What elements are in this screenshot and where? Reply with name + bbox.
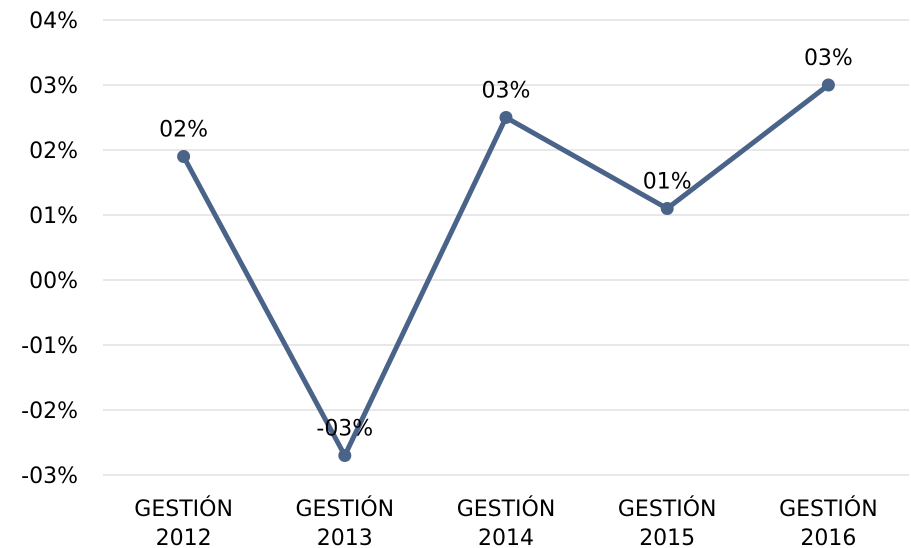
data-label: 01% <box>643 170 692 195</box>
x-tick-label: GESTIÓN 2013 <box>295 496 394 548</box>
x-tick-label: GESTIÓN 2016 <box>779 496 878 548</box>
y-tick-label: -02% <box>21 399 78 424</box>
series-line <box>177 78 835 462</box>
x-tick-label-line: 2016 <box>800 526 856 548</box>
series-line-path <box>181 82 831 458</box>
data-label: -03% <box>316 417 373 442</box>
data-point <box>177 150 191 163</box>
y-tick-label: 01% <box>29 204 78 229</box>
x-tick-label-line: 2014 <box>478 526 534 548</box>
x-tick-label-line: GESTIÓN <box>295 496 394 522</box>
y-tick-label: 00% <box>29 269 78 294</box>
x-tick-label: GESTIÓN 2015 <box>618 496 717 548</box>
data-labels: 02% -03% 03% 01% 03% <box>159 46 853 442</box>
x-tick-label-line: 2015 <box>639 526 695 548</box>
x-tick-label: GESTIÓN 2012 <box>134 496 233 548</box>
y-tick-label: 03% <box>29 74 78 99</box>
x-tick-label-line: GESTIÓN <box>457 496 556 522</box>
y-tick-label: -01% <box>21 334 78 359</box>
x-tick-label-line: 2013 <box>317 526 373 548</box>
x-tick-label: GESTIÓN 2014 <box>457 496 556 548</box>
data-label: 03% <box>482 79 531 104</box>
data-label: 02% <box>159 118 208 143</box>
x-tick-label-line: GESTIÓN <box>134 496 233 522</box>
y-tick-label: 02% <box>29 139 78 164</box>
gridlines <box>103 19 909 476</box>
data-point <box>338 449 352 462</box>
data-point <box>821 78 835 92</box>
data-point <box>660 202 674 215</box>
data-label: 03% <box>804 46 853 71</box>
x-tick-label-line: 2012 <box>156 526 212 548</box>
y-tick-label: 04% <box>29 9 78 34</box>
x-tick-label-line: GESTIÓN <box>618 496 717 522</box>
data-point <box>499 111 513 124</box>
y-axis-tick-labels: 04% 03% 02% 01% 00% -01% -02% -03% <box>21 9 78 489</box>
y-tick-label: -03% <box>21 464 78 489</box>
x-tick-label-line: GESTIÓN <box>779 496 878 522</box>
